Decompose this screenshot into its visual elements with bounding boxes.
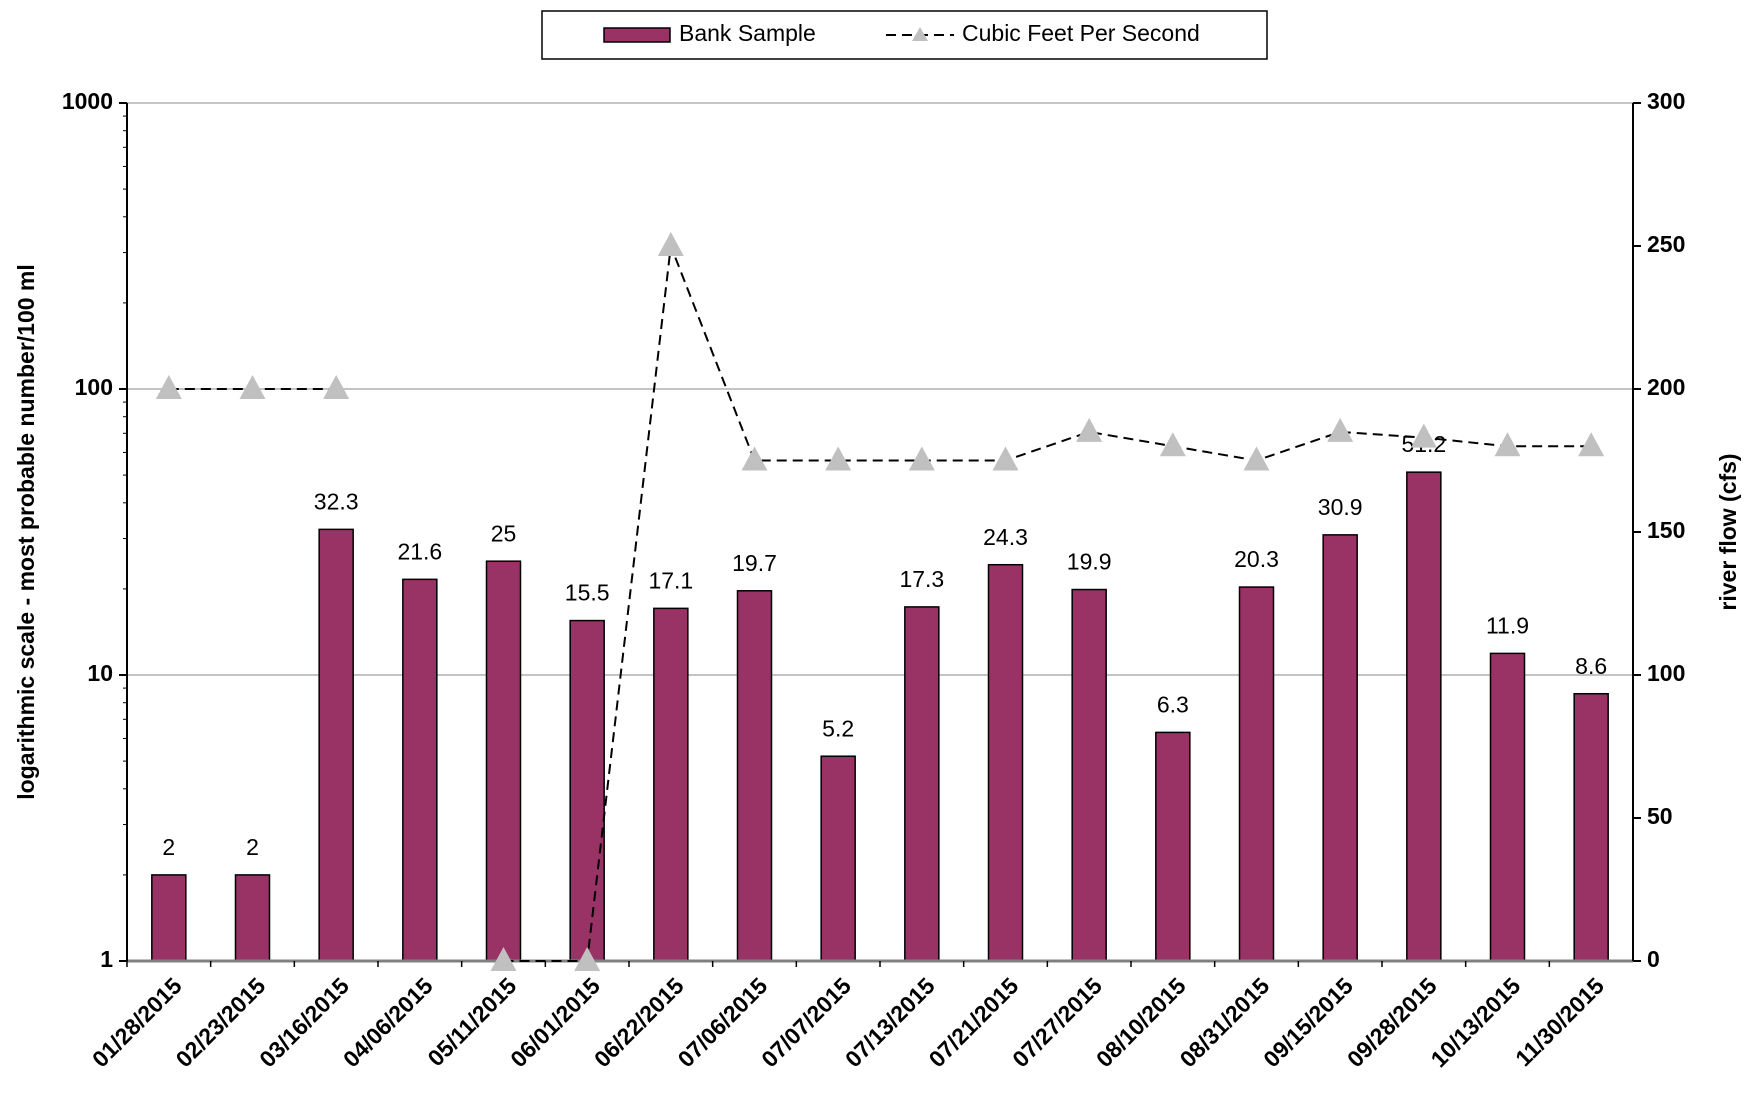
bar (234, 874, 271, 962)
bar (1322, 534, 1358, 962)
y2-tick-label: 250 (1647, 231, 1685, 257)
y2-tick-label: 100 (1647, 660, 1685, 686)
data-label: 11.9 (1486, 612, 1529, 638)
x-tick-label: 09/15/2015 (1258, 972, 1358, 1072)
x-tick-label: 07/21/2015 (924, 972, 1024, 1072)
line-marker (1076, 417, 1103, 442)
line-marker (1243, 446, 1270, 471)
bar (904, 606, 940, 962)
bar (569, 619, 605, 962)
bar (820, 755, 856, 962)
bar (1238, 586, 1275, 962)
line-marker (1494, 432, 1521, 457)
bar (151, 874, 187, 962)
line-marker (1159, 432, 1186, 457)
data-label: 17.1 (648, 567, 693, 593)
legend-label: Bank Sample (679, 20, 816, 46)
data-label: 2 (162, 834, 175, 860)
line-marker (155, 375, 182, 399)
x-tick-label: 10/13/2015 (1426, 972, 1526, 1072)
data-label: 32.3 (314, 488, 359, 514)
y-axis-title: logarithmic scale - most probable number… (13, 264, 39, 800)
y-tick-label: 100 (75, 374, 113, 400)
line-marker (741, 446, 768, 471)
legend-swatch (603, 27, 671, 43)
data-label: 19.9 (1067, 549, 1112, 575)
line-marker (825, 446, 852, 471)
y2-tick-label: 0 (1647, 946, 1660, 972)
x-tick-label: 08/10/2015 (1091, 972, 1191, 1072)
y-tick-label: 1 (100, 946, 113, 972)
data-label: 19.7 (732, 550, 777, 576)
line-marker (323, 375, 350, 399)
data-label: 20.3 (1234, 546, 1279, 572)
line-marker (239, 375, 266, 399)
data-label: 2 (246, 834, 259, 860)
bar (318, 528, 354, 962)
y2-tick-label: 300 (1647, 88, 1685, 114)
line-marker (657, 232, 684, 256)
line-marker (574, 947, 601, 971)
y2-tick-label: 150 (1647, 517, 1685, 543)
x-tick-label: 07/13/2015 (840, 972, 940, 1072)
y2-axis-title: river flow (cfs) (1715, 453, 1741, 610)
line-marker (992, 446, 1019, 471)
line-marker (1578, 432, 1605, 457)
line-marker (1327, 417, 1354, 442)
x-tick-label: 04/06/2015 (338, 972, 438, 1072)
line-marker (490, 947, 517, 971)
bar (1489, 652, 1526, 962)
bar (1155, 731, 1191, 962)
data-label: 30.9 (1318, 494, 1363, 520)
x-tick-label: 03/16/2015 (254, 972, 354, 1072)
line-marker (908, 446, 935, 471)
bar (1071, 588, 1107, 962)
x-tick-label: 07/07/2015 (756, 972, 856, 1072)
legend-marker (912, 27, 928, 41)
bar (402, 578, 438, 962)
line (168, 245, 1592, 962)
data-label: 17.3 (899, 566, 944, 592)
bar (1406, 471, 1442, 962)
data-label: 25 (491, 520, 517, 546)
x-tick-label: 02/23/2015 (171, 972, 271, 1072)
x-tick-label: 11/30/2015 (1510, 972, 1609, 1071)
x-tick-label: 08/31/2015 (1175, 972, 1275, 1072)
x-tick-label: 07/06/2015 (673, 972, 773, 1072)
x-tick-label: 06/22/2015 (589, 972, 689, 1072)
x-tick-label: 01/28/2015 (87, 972, 187, 1072)
data-label: 8.6 (1575, 653, 1607, 679)
data-label: 15.5 (565, 580, 610, 606)
x-tick-label: 09/28/2015 (1342, 972, 1442, 1072)
x-tick-label: 06/01/2015 (505, 972, 605, 1072)
data-label: 5.2 (822, 715, 854, 741)
legend-label: Cubic Feet Per Second (962, 20, 1200, 46)
y-tick-label: 10 (87, 660, 113, 686)
legend: Bank Sample Cubic Feet Per Second (541, 10, 1268, 60)
bar (1573, 692, 1609, 962)
y-tick-label: 1000 (62, 88, 113, 114)
data-label: 6.3 (1157, 691, 1189, 717)
data-label: 21.6 (397, 538, 442, 564)
bar (653, 607, 689, 962)
y2-tick-label: 200 (1647, 374, 1685, 400)
bar (485, 560, 522, 962)
data-label: 24.3 (983, 524, 1028, 550)
bar (987, 563, 1024, 962)
x-tick-label: 07/27/2015 (1007, 972, 1107, 1072)
bar (736, 590, 773, 962)
y2-tick-label: 50 (1647, 803, 1673, 829)
line-marker (1410, 423, 1437, 448)
